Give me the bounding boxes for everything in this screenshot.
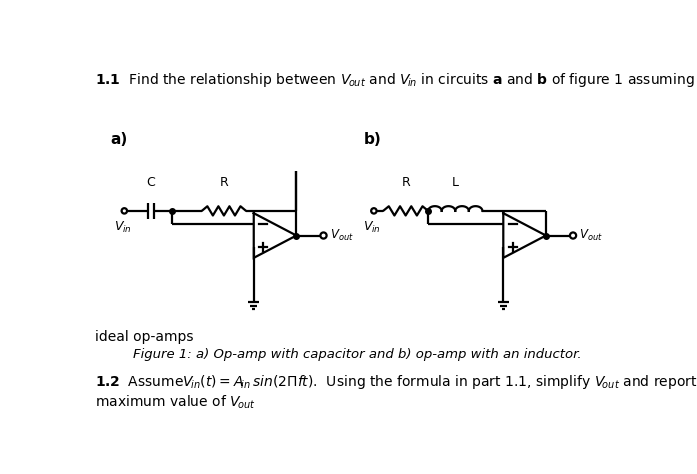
Text: $\mathbf{1.1}$  Find the relationship between $V_{\!\mathit{out}}$ and $V_{\!\ma: $\mathbf{1.1}$ Find the relationship bet… <box>95 71 694 89</box>
Text: L: L <box>452 176 459 189</box>
Text: $V_{in}$: $V_{in}$ <box>363 220 381 235</box>
Text: maximum value of $V_{\!\mathit{out}}$: maximum value of $V_{\!\mathit{out}}$ <box>95 393 255 411</box>
Text: a): a) <box>110 132 128 146</box>
Text: $V_{out}$: $V_{out}$ <box>579 228 603 243</box>
Text: C: C <box>146 176 155 189</box>
Text: $V_{in}$: $V_{in}$ <box>114 220 132 235</box>
Text: $V_{out}$: $V_{out}$ <box>330 228 353 243</box>
Text: Figure 1: a) Op-amp with capacitor and b) op-amp with an inductor.: Figure 1: a) Op-amp with capacitor and b… <box>133 348 581 361</box>
Text: ideal op-amps: ideal op-amps <box>95 330 193 344</box>
Text: R: R <box>401 176 410 189</box>
Text: R: R <box>220 176 229 189</box>
Text: $\mathbf{1.2}$  Assume$V_{\!\mathit{in}}(t) = A_{\!\mathit{in}}\,\mathit{sin}(2\: $\mathbf{1.2}$ Assume$V_{\!\mathit{in}}(… <box>95 373 697 391</box>
Text: b): b) <box>364 132 381 146</box>
